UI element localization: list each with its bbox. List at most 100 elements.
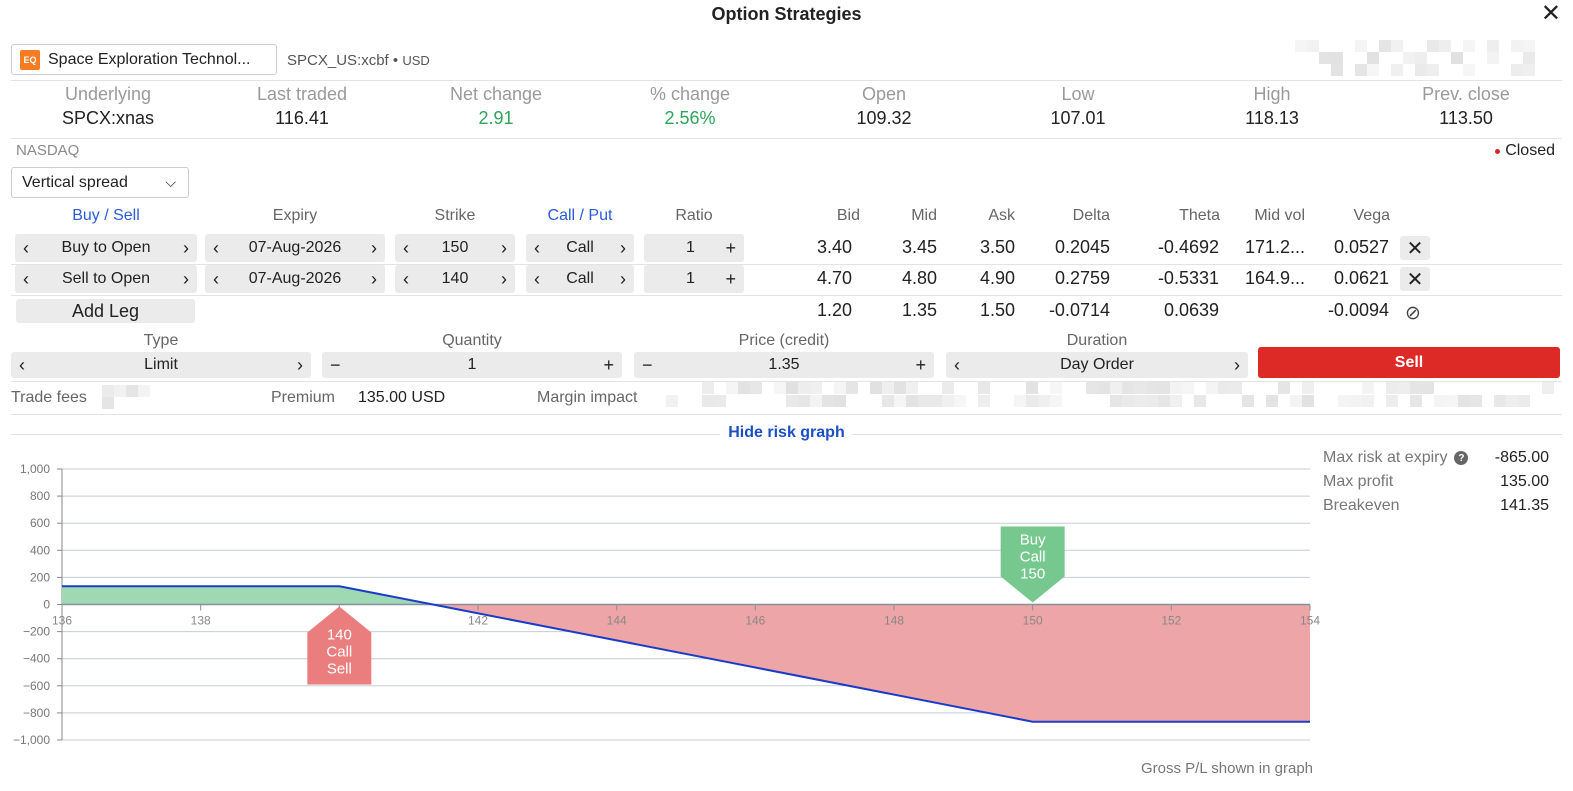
chevron-left-icon[interactable]: ‹ (23, 268, 29, 289)
max-profit-value: 135.00 (1500, 473, 1549, 490)
x-tick-label: 154 (1300, 614, 1320, 628)
chevron-left-icon[interactable]: ‹ (534, 268, 540, 289)
call-put-stepper[interactable]: ‹ Call › (526, 265, 634, 293)
sell-button[interactable]: Sell (1258, 347, 1560, 378)
chevron-right-icon[interactable]: › (370, 237, 377, 258)
loss-area (432, 604, 1310, 722)
chevron-right-icon[interactable]: › (182, 237, 189, 258)
col-vega: Vega (1353, 207, 1390, 224)
profit-area (62, 586, 433, 605)
strike-stepper[interactable]: ‹ 150 › (395, 234, 515, 262)
strategy-value: Vertical spread (22, 173, 128, 191)
side-stepper[interactable]: ‹ Buy to Open › (15, 234, 197, 262)
remove-leg-button[interactable]: ✕ (1400, 236, 1430, 260)
quote-last-traded: Last traded 116.41 (256, 84, 348, 128)
theta-value: -0.4692 (1157, 237, 1219, 257)
expiry-stepper[interactable]: ‹ 07-Aug-2026 › (205, 265, 385, 293)
chevron-right-icon[interactable]: › (370, 268, 377, 289)
expiry-stepper[interactable]: ‹ 07-Aug-2026 › (205, 234, 385, 262)
ask-value: 4.90 (979, 268, 1015, 288)
strike-marker-label: Buy (1020, 532, 1046, 549)
table-row: ‹ Buy to Open › ‹ 07-Aug-2026 › ‹ 150 › ‹ Call ›… (0, 234, 1573, 262)
instrument-symbol: SPCX_US:xcbf • USD (287, 52, 430, 69)
y-tick-label: 400 (30, 543, 50, 557)
quantity-stepper[interactable]: − 1 + (322, 352, 622, 378)
delta-value: 0.2045 (1054, 237, 1110, 257)
chevron-right-icon[interactable]: › (500, 237, 507, 258)
instrument-selector[interactable]: EQ Space Exploration Technol... (11, 44, 277, 75)
breakeven-row: Breakeven 141.35 (1323, 494, 1549, 518)
price-stepper[interactable]: − 1.35 + (634, 352, 934, 378)
table-row: ‹ Sell to Open › ‹ 07-Aug-2026 › ‹ 140 › ‹ Call… (0, 265, 1573, 293)
plus-icon[interactable]: + (603, 354, 614, 375)
chevron-left-icon[interactable]: ‹ (534, 237, 540, 258)
divider (11, 295, 1562, 296)
remove-leg-button[interactable]: ✕ (1400, 267, 1430, 291)
max-risk-value: -865.00 (1494, 449, 1549, 466)
col-expiry: Expiry (272, 207, 318, 224)
chevron-left-icon[interactable]: ‹ (403, 237, 409, 258)
x-tick-label: 136 (52, 614, 72, 628)
call-put-stepper[interactable]: ‹ Call › (526, 234, 634, 262)
col-ratio: Ratio (675, 207, 713, 224)
add-leg-button[interactable]: Add Leg (16, 299, 195, 323)
chevron-down-icon: ⌵ (165, 174, 176, 190)
max-profit-label: Max profit (1323, 473, 1394, 490)
help-icon[interactable]: ? (1454, 451, 1469, 465)
equity-icon: EQ (20, 49, 40, 70)
plus-icon[interactable]: + (915, 354, 926, 375)
ratio-stepper[interactable]: 1 + (644, 234, 744, 262)
chevron-left-icon[interactable]: ‹ (19, 354, 25, 375)
chevron-left-icon[interactable]: ‹ (23, 237, 29, 258)
strike-marker-label: Sell (327, 661, 352, 678)
chevron-right-icon[interactable]: › (500, 268, 507, 289)
chevron-right-icon[interactable]: › (183, 268, 189, 289)
totals-row: 1.20 1.35 1.50 -0.0714 0.0639 -0.0094 ⊘ (0, 297, 1573, 325)
col-buy-sell: Buy / Sell (72, 207, 140, 224)
divider (11, 264, 1562, 265)
col-call-put: Call / Put (547, 207, 613, 224)
mid-vol-value: 171.2... (1244, 237, 1305, 257)
minus-icon[interactable]: − (330, 354, 341, 375)
duration-value: Day Order (1060, 356, 1134, 373)
plus-icon[interactable]: + (725, 237, 736, 258)
strike-marker-label: 150 (1020, 566, 1045, 583)
duration-stepper[interactable]: ‹ Day Order › (946, 352, 1248, 378)
risk-graph-toggle: Hide risk graph (0, 424, 1573, 442)
chevron-left-icon[interactable]: ‹ (213, 237, 219, 258)
col-strike: Strike (434, 207, 476, 224)
strike-marker-140 (307, 606, 372, 685)
symbol-text: SPCX_US:xcbf (287, 52, 389, 69)
minus-icon[interactable]: − (642, 354, 653, 375)
chevron-left-icon[interactable]: ‹ (213, 268, 219, 289)
x-tick-label: 146 (745, 614, 765, 628)
delta-value: 0.2759 (1054, 268, 1110, 288)
divider (11, 138, 1562, 139)
chevron-right-icon[interactable]: › (620, 268, 626, 289)
max-profit-row: Max profit 135.00 (1323, 470, 1549, 494)
total-bid: 1.20 (816, 300, 852, 320)
order-type-stepper[interactable]: ‹ Limit › (11, 352, 311, 378)
chevron-right-icon[interactable]: › (620, 237, 626, 258)
strategy-dropdown[interactable]: Vertical spread ⌵ (11, 167, 189, 198)
status-text: Closed (1505, 142, 1555, 159)
total-mid: 1.35 (901, 300, 937, 320)
call-put-value: Call (566, 239, 594, 256)
mid-value: 4.80 (901, 268, 937, 288)
chevron-left-icon[interactable]: ‹ (954, 354, 960, 375)
chevron-right-icon[interactable]: › (297, 354, 303, 375)
side-stepper[interactable]: ‹ Sell to Open › (15, 265, 197, 293)
chevron-left-icon[interactable]: ‹ (403, 268, 409, 289)
strike-marker-label: 140 (327, 627, 352, 644)
ratio-stepper[interactable]: 1 + (644, 265, 744, 293)
y-tick-label: −600 (23, 679, 50, 693)
strike-stepper[interactable]: ‹ 140 › (395, 265, 515, 293)
max-risk-label: Max risk at expiry (1323, 449, 1448, 466)
close-icon[interactable]: ✕ (1540, 0, 1561, 27)
plus-icon[interactable]: + (725, 268, 736, 289)
x-tick-label: 142 (468, 614, 488, 628)
hide-risk-graph-link[interactable]: Hide risk graph (720, 424, 853, 441)
currency-text: USD (402, 53, 430, 68)
quote-high: High 118.13 (1245, 84, 1299, 128)
chevron-right-icon[interactable]: › (1233, 354, 1240, 375)
